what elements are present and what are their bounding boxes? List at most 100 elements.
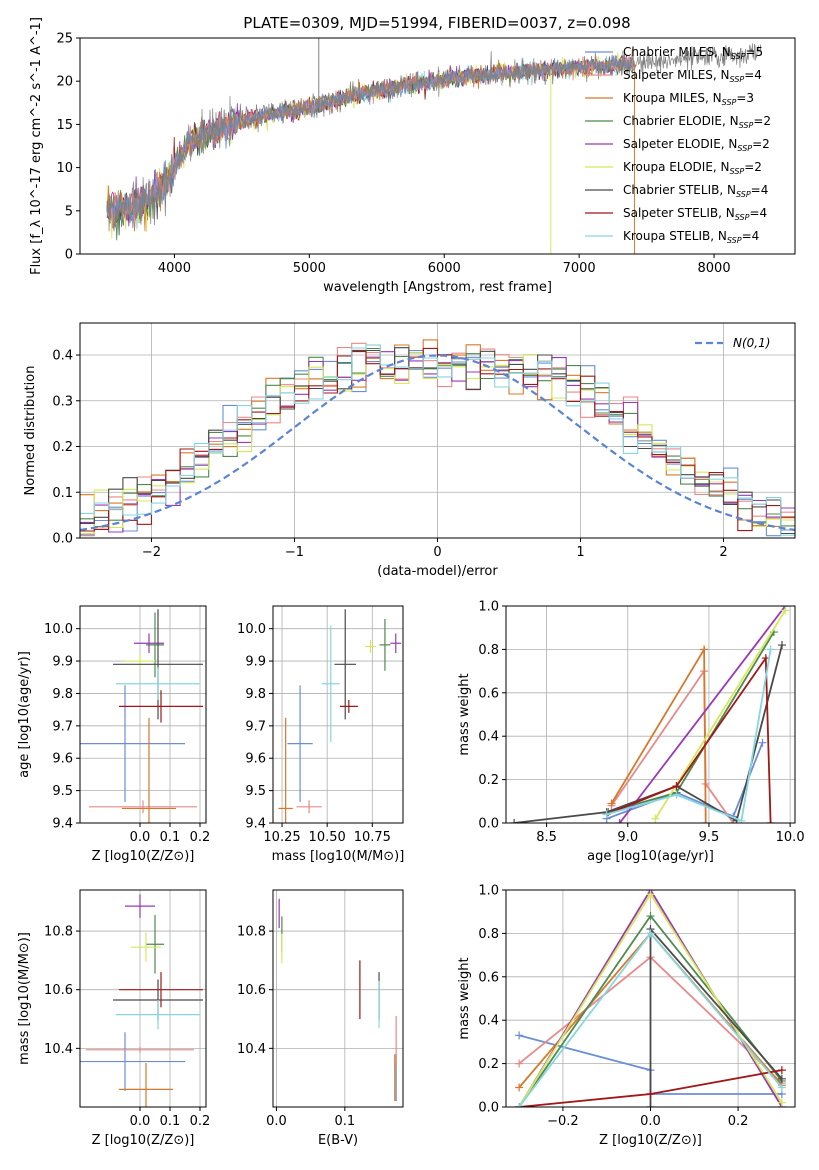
x-axis-label: age [log10(age/yr)] (587, 849, 714, 864)
x-tick-label: 1 (576, 545, 584, 560)
mass-weight-marker (646, 1103, 655, 1107)
mass-weight-line (610, 668, 735, 823)
age-vs-metallicity-panel: 0.0 0.1 0.2 9.4 9.5 9.6 9.7 9.8 9.9 10.0 Z [log10(… (17, 605, 211, 864)
legend-entry: Kroupa MILES, NSSP=3 (623, 91, 754, 107)
plot-area (278, 609, 402, 823)
mass-weight-marker (646, 912, 655, 921)
mass-weight-marker (701, 819, 710, 823)
y-tick-label: 10.8 (237, 925, 266, 940)
normal-reference-curve (80, 354, 795, 532)
legend-entry: Salpeter STELIB, NSSP=4 (623, 206, 767, 222)
y-tick-label: 0.3 (52, 394, 73, 409)
y-tick-label: 0.2 (478, 773, 499, 788)
y-tick-label: 0.8 (478, 643, 499, 658)
y-tick-label: 10.4 (44, 1042, 73, 1057)
x-tick-label: 8000 (698, 261, 731, 276)
x-tick-label: 2 (719, 545, 727, 560)
y-tick-label: 0 (65, 248, 73, 263)
y-axis-label: mass weight (457, 673, 472, 755)
mass-weight-marker (646, 890, 655, 899)
x-tick-label: 5000 (293, 261, 326, 276)
y-tick-label: 9.7 (52, 719, 73, 734)
mass-weight-line (618, 606, 787, 823)
x-axis-label: (data-model)/error (377, 564, 498, 579)
mass-weight-marker (602, 810, 611, 819)
mass-weight-marker (515, 1103, 524, 1107)
x-axis-label: wavelength [Angstrom, rest frame] (323, 280, 552, 295)
y-tick-label: 10.6 (237, 983, 266, 998)
y-tick-label: 9.6 (245, 752, 266, 767)
x-tick-label: 0.0 (130, 830, 151, 845)
y-tick-label: 25 (56, 32, 73, 47)
mass-weight-marker (615, 819, 624, 823)
legend-entry: N(0,1) (733, 336, 770, 350)
y-axis-label: mass [log10(M/M⊙)] (17, 932, 32, 1065)
x-axis-label: mass [log10(M/M⊙)] (272, 849, 405, 864)
legend-entry: Chabrier STELIB, NSSP=4 (623, 183, 768, 199)
y-tick-label: 10.0 (44, 622, 73, 637)
plot-area (278, 898, 397, 1102)
mass-weight-marker (737, 816, 746, 823)
residuals-panel: N(0,1) −2 −1 0 1 2 0.0 0.1 0.2 0.3 0.4 (data-model)… (23, 322, 796, 579)
mass-weight-marker (777, 1074, 786, 1083)
x-tick-label: 9.5 (699, 830, 720, 845)
y-tick-label: 10.0 (237, 622, 266, 637)
y-tick-label: 10.8 (44, 925, 73, 940)
y-tick-label: 0.0 (478, 817, 499, 832)
x-tick-label: 0 (433, 545, 441, 560)
x-tick-label: 4000 (158, 261, 191, 276)
y-tick-label: 10 (56, 161, 73, 176)
y-tick-label: 9.9 (52, 655, 73, 670)
legend-entry: Chabrier ELODIE, NSSP=2 (623, 114, 771, 130)
y-axis-label: Normed distribution (23, 366, 38, 496)
mass-weight-marker (515, 1059, 524, 1068)
mass-weight-marker (646, 1089, 655, 1098)
x-tick-label: 6000 (428, 261, 461, 276)
y-tick-label: 0.4 (478, 1014, 499, 1029)
x-tick-label: 10.50 (309, 830, 346, 845)
x-tick-label: −0.2 (547, 1114, 579, 1129)
y-tick-label: 10.6 (44, 983, 73, 998)
plot-area (80, 894, 203, 1107)
model-spectrum-line (106, 55, 635, 227)
mass-weight-marker (766, 819, 775, 823)
x-tick-label: 0.2 (190, 1114, 211, 1129)
y-tick-label: 0.6 (478, 686, 499, 701)
y-tick-label: 1.0 (478, 884, 499, 899)
x-tick-label: −2 (142, 545, 161, 560)
x-tick-label: 0.1 (334, 1114, 355, 1129)
y-tick-label: 0.2 (478, 1057, 499, 1072)
y-tick-label: 0.4 (478, 730, 499, 745)
x-axis-label: E(B-V) (318, 1133, 358, 1148)
mass-weight-line (608, 631, 775, 813)
y-tick-label: 9.6 (52, 752, 73, 767)
mass-weight-marker (777, 1066, 786, 1075)
mass-weight-marker (515, 1083, 524, 1092)
y-tick-label: 0.0 (478, 1101, 499, 1116)
mass-weight-marker (777, 1098, 786, 1107)
x-tick-label: 8.5 (536, 830, 557, 845)
y-tick-label: 9.9 (245, 655, 266, 670)
plot-area (515, 890, 786, 1107)
figure-title: PLATE=0309, MJD=51994, FIBERID=0037, z=0… (243, 14, 630, 32)
residual-histogram (80, 347, 795, 532)
mass-weight-marker (672, 790, 681, 799)
y-tick-label: 9.8 (52, 687, 73, 702)
axes-frame (272, 889, 404, 1108)
legend-entry: Salpeter MILES, NSSP=4 (623, 68, 762, 84)
y-tick-label: 9.4 (52, 817, 73, 832)
plot-area (106, 38, 762, 254)
x-tick-label: 0.0 (130, 1114, 151, 1129)
legend-entry: Salpeter ELODIE, NSSP=2 (623, 137, 770, 153)
x-tick-label: 0.2 (190, 830, 211, 845)
axes-frame (79, 889, 207, 1108)
y-tick-label: 1.0 (478, 600, 499, 615)
plot-area (510, 606, 790, 823)
mass-weight-marker (651, 814, 660, 823)
x-tick-label: 9.0 (617, 830, 638, 845)
mass-weight-marker (646, 929, 655, 938)
x-tick-label: −1 (285, 545, 304, 560)
axes-frame (79, 37, 796, 255)
x-tick-label: 10.75 (354, 830, 391, 845)
